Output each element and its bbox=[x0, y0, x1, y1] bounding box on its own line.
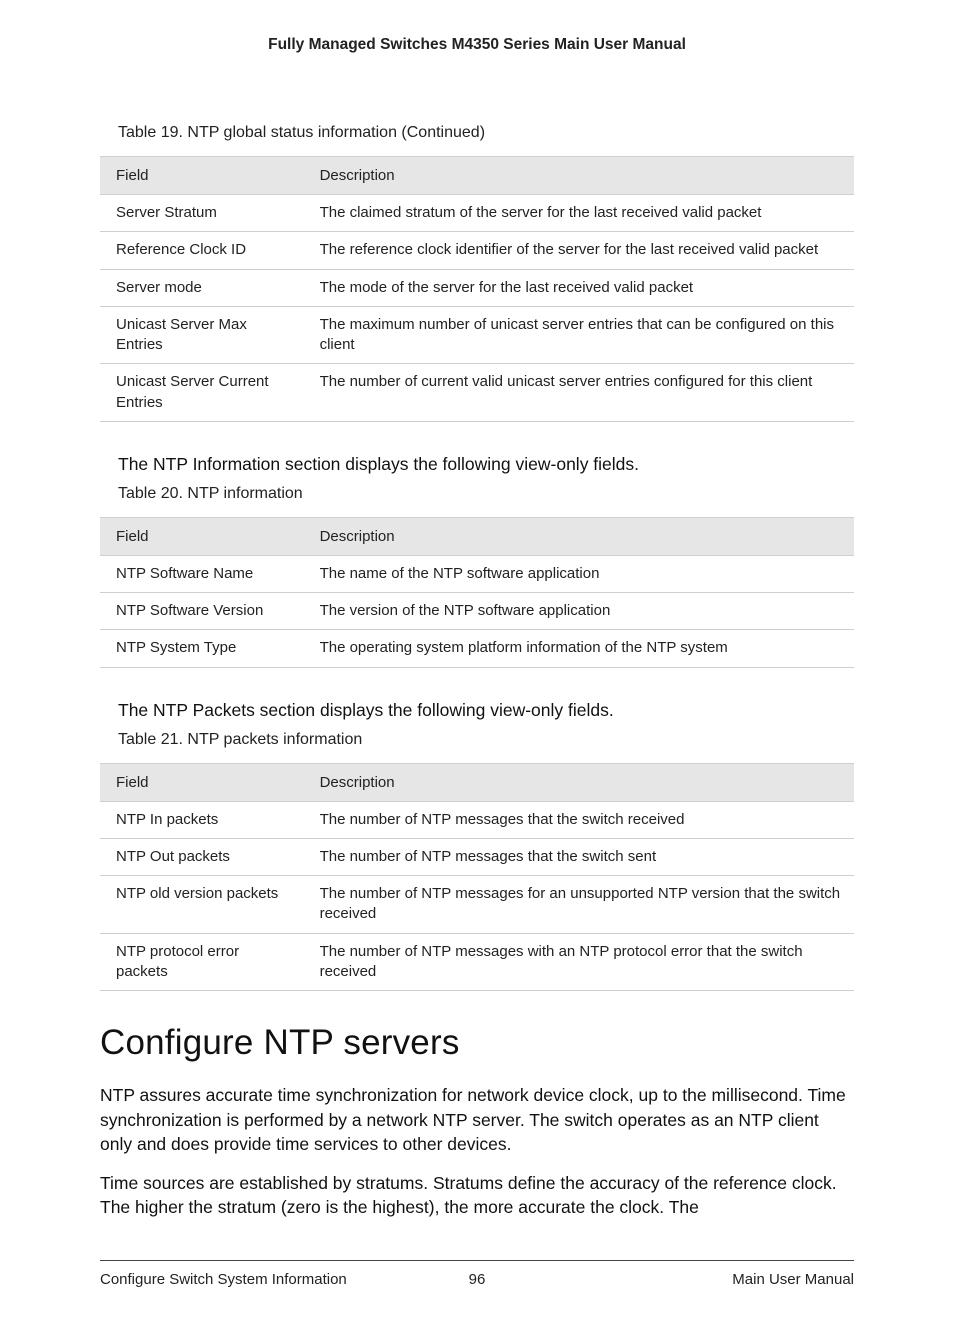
table-row: NTP old version packets The number of NT… bbox=[100, 876, 854, 934]
table21: Field Description NTP In packets The num… bbox=[100, 763, 854, 992]
page-footer: Configure Switch System Information 96 M… bbox=[100, 1271, 854, 1288]
col-description: Description bbox=[304, 517, 854, 555]
cell-field: Reference Clock ID bbox=[100, 232, 304, 269]
cell-field: NTP protocol error packets bbox=[100, 933, 304, 991]
table20: Field Description NTP Software Name The … bbox=[100, 517, 854, 668]
table-row: Unicast Server Max Entries The maximum n… bbox=[100, 306, 854, 364]
cell-field: NTP old version packets bbox=[100, 876, 304, 934]
table-row: NTP Software Name The name of the NTP so… bbox=[100, 555, 854, 592]
table-row: Server Stratum The claimed stratum of th… bbox=[100, 195, 854, 232]
cell-field: NTP System Type bbox=[100, 630, 304, 667]
col-description: Description bbox=[304, 763, 854, 801]
table20-intro: The NTP Information section displays the… bbox=[118, 454, 854, 475]
cell-desc: The number of NTP messages with an NTP p… bbox=[304, 933, 854, 991]
col-field: Field bbox=[100, 517, 304, 555]
cell-desc: The number of current valid unicast serv… bbox=[304, 364, 854, 422]
cell-field: Unicast Server Current Entries bbox=[100, 364, 304, 422]
cell-desc: The reference clock identifier of the se… bbox=[304, 232, 854, 269]
footer-right: Main User Manual bbox=[517, 1271, 854, 1288]
cell-desc: The claimed stratum of the server for th… bbox=[304, 195, 854, 232]
cell-field: NTP Out packets bbox=[100, 838, 304, 875]
cell-desc: The maximum number of unicast server ent… bbox=[304, 306, 854, 364]
table19-caption: Table 19. NTP global status information … bbox=[118, 124, 854, 142]
cell-field: Server Stratum bbox=[100, 195, 304, 232]
table-row: Reference Clock ID The reference clock i… bbox=[100, 232, 854, 269]
table19: Field Description Server Stratum The cla… bbox=[100, 156, 854, 422]
table-row: NTP System Type The operating system pla… bbox=[100, 630, 854, 667]
table-row: NTP Software Version The version of the … bbox=[100, 593, 854, 630]
table-header-row: Field Description bbox=[100, 157, 854, 195]
col-field: Field bbox=[100, 157, 304, 195]
table-row: Unicast Server Current Entries The numbe… bbox=[100, 364, 854, 422]
document-header: Fully Managed Switches M4350 Series Main… bbox=[100, 36, 854, 54]
body-paragraph: Time sources are established by stratums… bbox=[100, 1171, 854, 1220]
table-row: NTP Out packets The number of NTP messag… bbox=[100, 838, 854, 875]
table-row: NTP protocol error packets The number of… bbox=[100, 933, 854, 991]
manual-page: Fully Managed Switches M4350 Series Main… bbox=[0, 0, 954, 1318]
table21-caption: Table 21. NTP packets information bbox=[118, 731, 854, 749]
cell-desc: The mode of the server for the last rece… bbox=[304, 269, 854, 306]
footer-divider bbox=[100, 1260, 854, 1261]
col-field: Field bbox=[100, 763, 304, 801]
cell-desc: The number of NTP messages that the swit… bbox=[304, 838, 854, 875]
cell-field: NTP In packets bbox=[100, 801, 304, 838]
cell-desc: The operating system platform informatio… bbox=[304, 630, 854, 667]
table-header-row: Field Description bbox=[100, 763, 854, 801]
cell-desc: The number of NTP messages that the swit… bbox=[304, 801, 854, 838]
cell-desc: The name of the NTP software application bbox=[304, 555, 854, 592]
cell-field: NTP Software Name bbox=[100, 555, 304, 592]
table-row: Server mode The mode of the server for t… bbox=[100, 269, 854, 306]
table21-intro: The NTP Packets section displays the fol… bbox=[118, 700, 854, 721]
cell-field: Unicast Server Max Entries bbox=[100, 306, 304, 364]
footer-left: Configure Switch System Information bbox=[100, 1271, 437, 1288]
cell-field: Server mode bbox=[100, 269, 304, 306]
section-heading-configure-ntp-servers: Configure NTP servers bbox=[100, 1023, 854, 1063]
col-description: Description bbox=[304, 157, 854, 195]
table-row: NTP In packets The number of NTP message… bbox=[100, 801, 854, 838]
table-header-row: Field Description bbox=[100, 517, 854, 555]
cell-desc: The version of the NTP software applicat… bbox=[304, 593, 854, 630]
cell-field: NTP Software Version bbox=[100, 593, 304, 630]
body-paragraph: NTP assures accurate time synchronizatio… bbox=[100, 1083, 854, 1157]
footer-page-number: 96 bbox=[437, 1271, 517, 1288]
table20-caption: Table 20. NTP information bbox=[118, 485, 854, 503]
cell-desc: The number of NTP messages for an unsupp… bbox=[304, 876, 854, 934]
